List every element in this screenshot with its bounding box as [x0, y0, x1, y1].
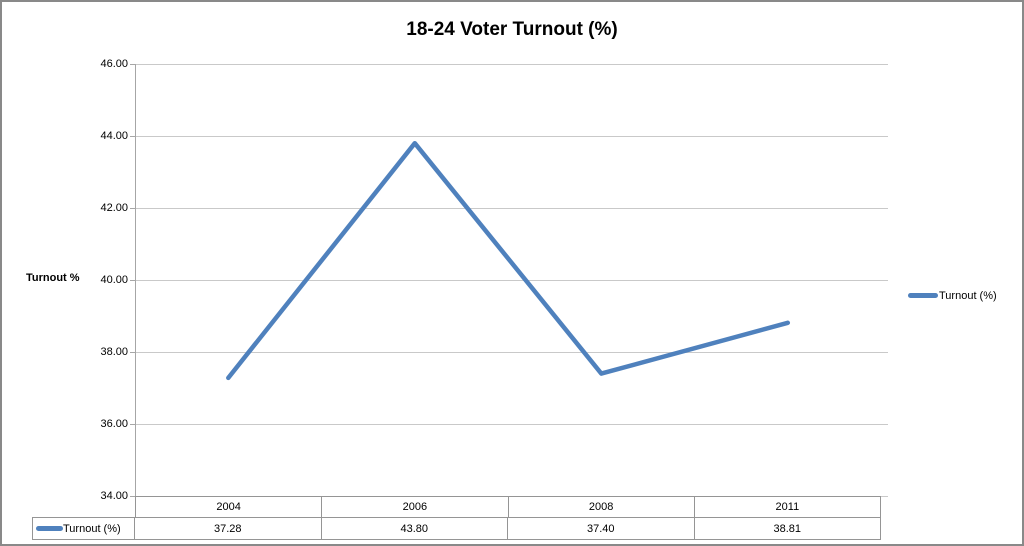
y-axis-tick	[130, 496, 136, 497]
y-axis-title: Turnout %	[26, 272, 80, 284]
chart-title: 18-24 Voter Turnout (%)	[406, 19, 618, 40]
table-legend-line-marker-icon	[36, 526, 63, 531]
y-axis-tick-label: 36.00	[100, 418, 128, 430]
data-table: 2004 2006 2008 2011 Turnout (%) 37.28 43.80 3…	[32, 496, 881, 540]
gridline	[135, 136, 888, 137]
legend-line-marker-icon	[908, 293, 938, 298]
table-year-cell: 2011	[694, 496, 881, 517]
y-axis-tick	[130, 424, 136, 425]
y-axis-tick-label: 40.00	[100, 274, 128, 286]
table-year-cell: 2008	[508, 496, 695, 517]
y-axis-tick-label: 38.00	[100, 346, 128, 358]
table-values-cells: 37.28 43.80 37.40 38.81	[135, 517, 881, 540]
y-axis-labels: 46.00 44.00 42.00 40.00 38.00 36.00 34.00	[88, 2, 128, 544]
table-year-cell: 2004	[135, 496, 323, 517]
y-axis-tick-label: 46.00	[100, 58, 128, 70]
y-axis-line	[135, 64, 136, 496]
legend: Turnout (%)	[908, 289, 997, 302]
table-value-cell: 37.28	[135, 517, 322, 540]
gridline	[135, 64, 888, 65]
y-axis-tick-label: 34.00	[100, 490, 128, 502]
table-years-row: 2004 2006 2008 2011	[135, 496, 881, 517]
table-series-label: Turnout (%)	[63, 522, 121, 535]
table-value-cell: 38.81	[694, 517, 881, 540]
plot-area	[130, 64, 888, 497]
y-axis-tick	[130, 64, 136, 65]
y-axis-tick	[130, 136, 136, 137]
table-series-header-cell: Turnout (%)	[32, 517, 135, 540]
gridline	[135, 352, 888, 353]
y-axis-tick	[130, 208, 136, 209]
turnout-series-polyline	[226, 140, 791, 381]
table-value-cell: 37.40	[508, 517, 695, 540]
legend-label: Turnout (%)	[939, 289, 997, 302]
table-value-cell: 43.80	[321, 517, 508, 540]
gridline	[135, 208, 888, 209]
y-axis-tick-label: 44.00	[100, 130, 128, 142]
y-axis-tick	[130, 352, 136, 353]
gridline	[135, 280, 888, 281]
table-year-cell: 2006	[322, 496, 509, 517]
y-axis-tick	[130, 280, 136, 281]
gridline	[135, 424, 888, 425]
y-axis-tick-label: 42.00	[100, 202, 128, 214]
table-values-row: Turnout (%) 37.28 43.80 37.40 38.81	[32, 517, 881, 540]
turnout-line	[226, 140, 791, 381]
